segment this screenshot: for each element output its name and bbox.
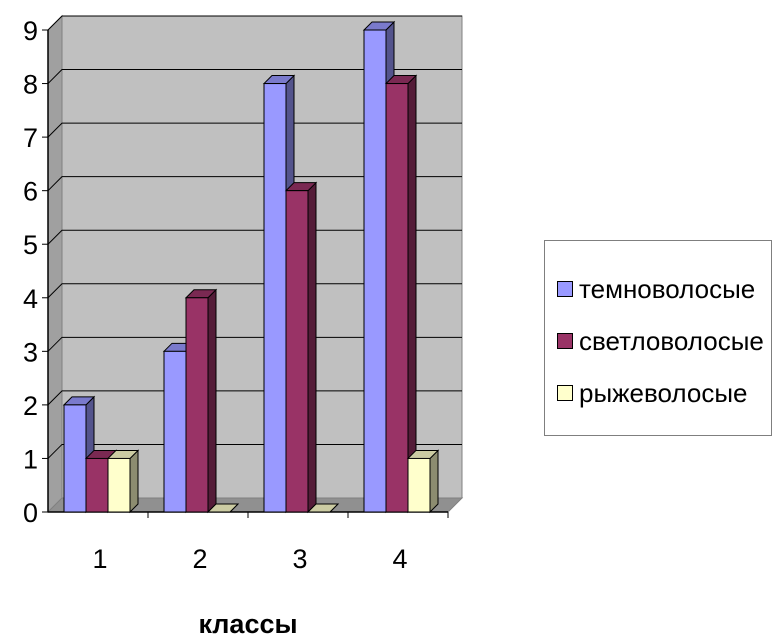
bar (384, 74, 418, 514)
gridline (47, 229, 462, 245)
bar-front (385, 83, 409, 513)
side-wall (47, 14, 63, 514)
y-tick-label: 2 (23, 391, 38, 421)
legend-item: рыжеволосые (557, 367, 771, 419)
legend-item: светловолосые (557, 315, 771, 367)
gridline (47, 336, 462, 352)
legend-label: темноволосые (579, 273, 756, 304)
y-tick-label: 5 (23, 230, 38, 260)
y-tick-label: 4 (23, 284, 38, 314)
x-tick-label: 1 (92, 544, 107, 574)
legend-swatch (557, 281, 573, 297)
y-tick-label: 6 (23, 177, 38, 207)
bars (62, 20, 440, 514)
gridline (47, 390, 462, 406)
bar-front (107, 457, 131, 513)
gridline (47, 176, 462, 192)
y-tick-label: 3 (23, 337, 38, 367)
x-tick-label: 3 (292, 544, 307, 574)
x-tick-labels: 1 2 3 4 (92, 544, 407, 574)
y-tick-label: 0 (23, 498, 38, 528)
gridline (47, 443, 462, 459)
bar-front (407, 457, 431, 513)
y-tick-label: 1 (23, 444, 38, 474)
bar (306, 503, 340, 513)
gridline (47, 69, 462, 84)
legend-label: светловолосые (579, 325, 764, 356)
bar-front (85, 457, 109, 513)
bar (184, 288, 218, 514)
y-tick-label: 9 (23, 16, 38, 46)
bar-side (307, 181, 317, 514)
bar-side (407, 74, 417, 514)
bar-side (207, 288, 217, 514)
legend-item: темноволосые (557, 263, 771, 315)
legend-swatch (557, 385, 573, 401)
gridline (47, 283, 462, 299)
legend-label: рыжеволосые (579, 377, 748, 408)
legend-swatch (557, 333, 573, 349)
x-tick-label: 2 (192, 544, 207, 574)
x-axis-label: классы (198, 609, 297, 639)
bar-side (129, 449, 139, 514)
bar (284, 181, 318, 514)
bar-top (206, 503, 240, 513)
bar (106, 449, 140, 514)
legend: темноволосые светловолосые рыжеволосые (544, 240, 772, 436)
bar (206, 503, 240, 513)
bar-front (263, 83, 287, 513)
y-tick-label: 8 (23, 70, 38, 100)
bar-front (63, 404, 87, 513)
bar-side (429, 449, 439, 514)
y-tick-label: 7 (23, 123, 38, 153)
bar (406, 449, 440, 514)
bar-front (363, 29, 387, 513)
y-tick-labels: 0 1 2 3 4 5 6 7 8 9 (23, 16, 38, 528)
bar-top (306, 503, 340, 513)
gridline (47, 122, 462, 138)
bar-front (185, 297, 209, 513)
bar-front (163, 350, 187, 513)
bar-front (285, 190, 309, 513)
gridline (47, 15, 462, 31)
x-tick-label: 4 (392, 544, 407, 574)
